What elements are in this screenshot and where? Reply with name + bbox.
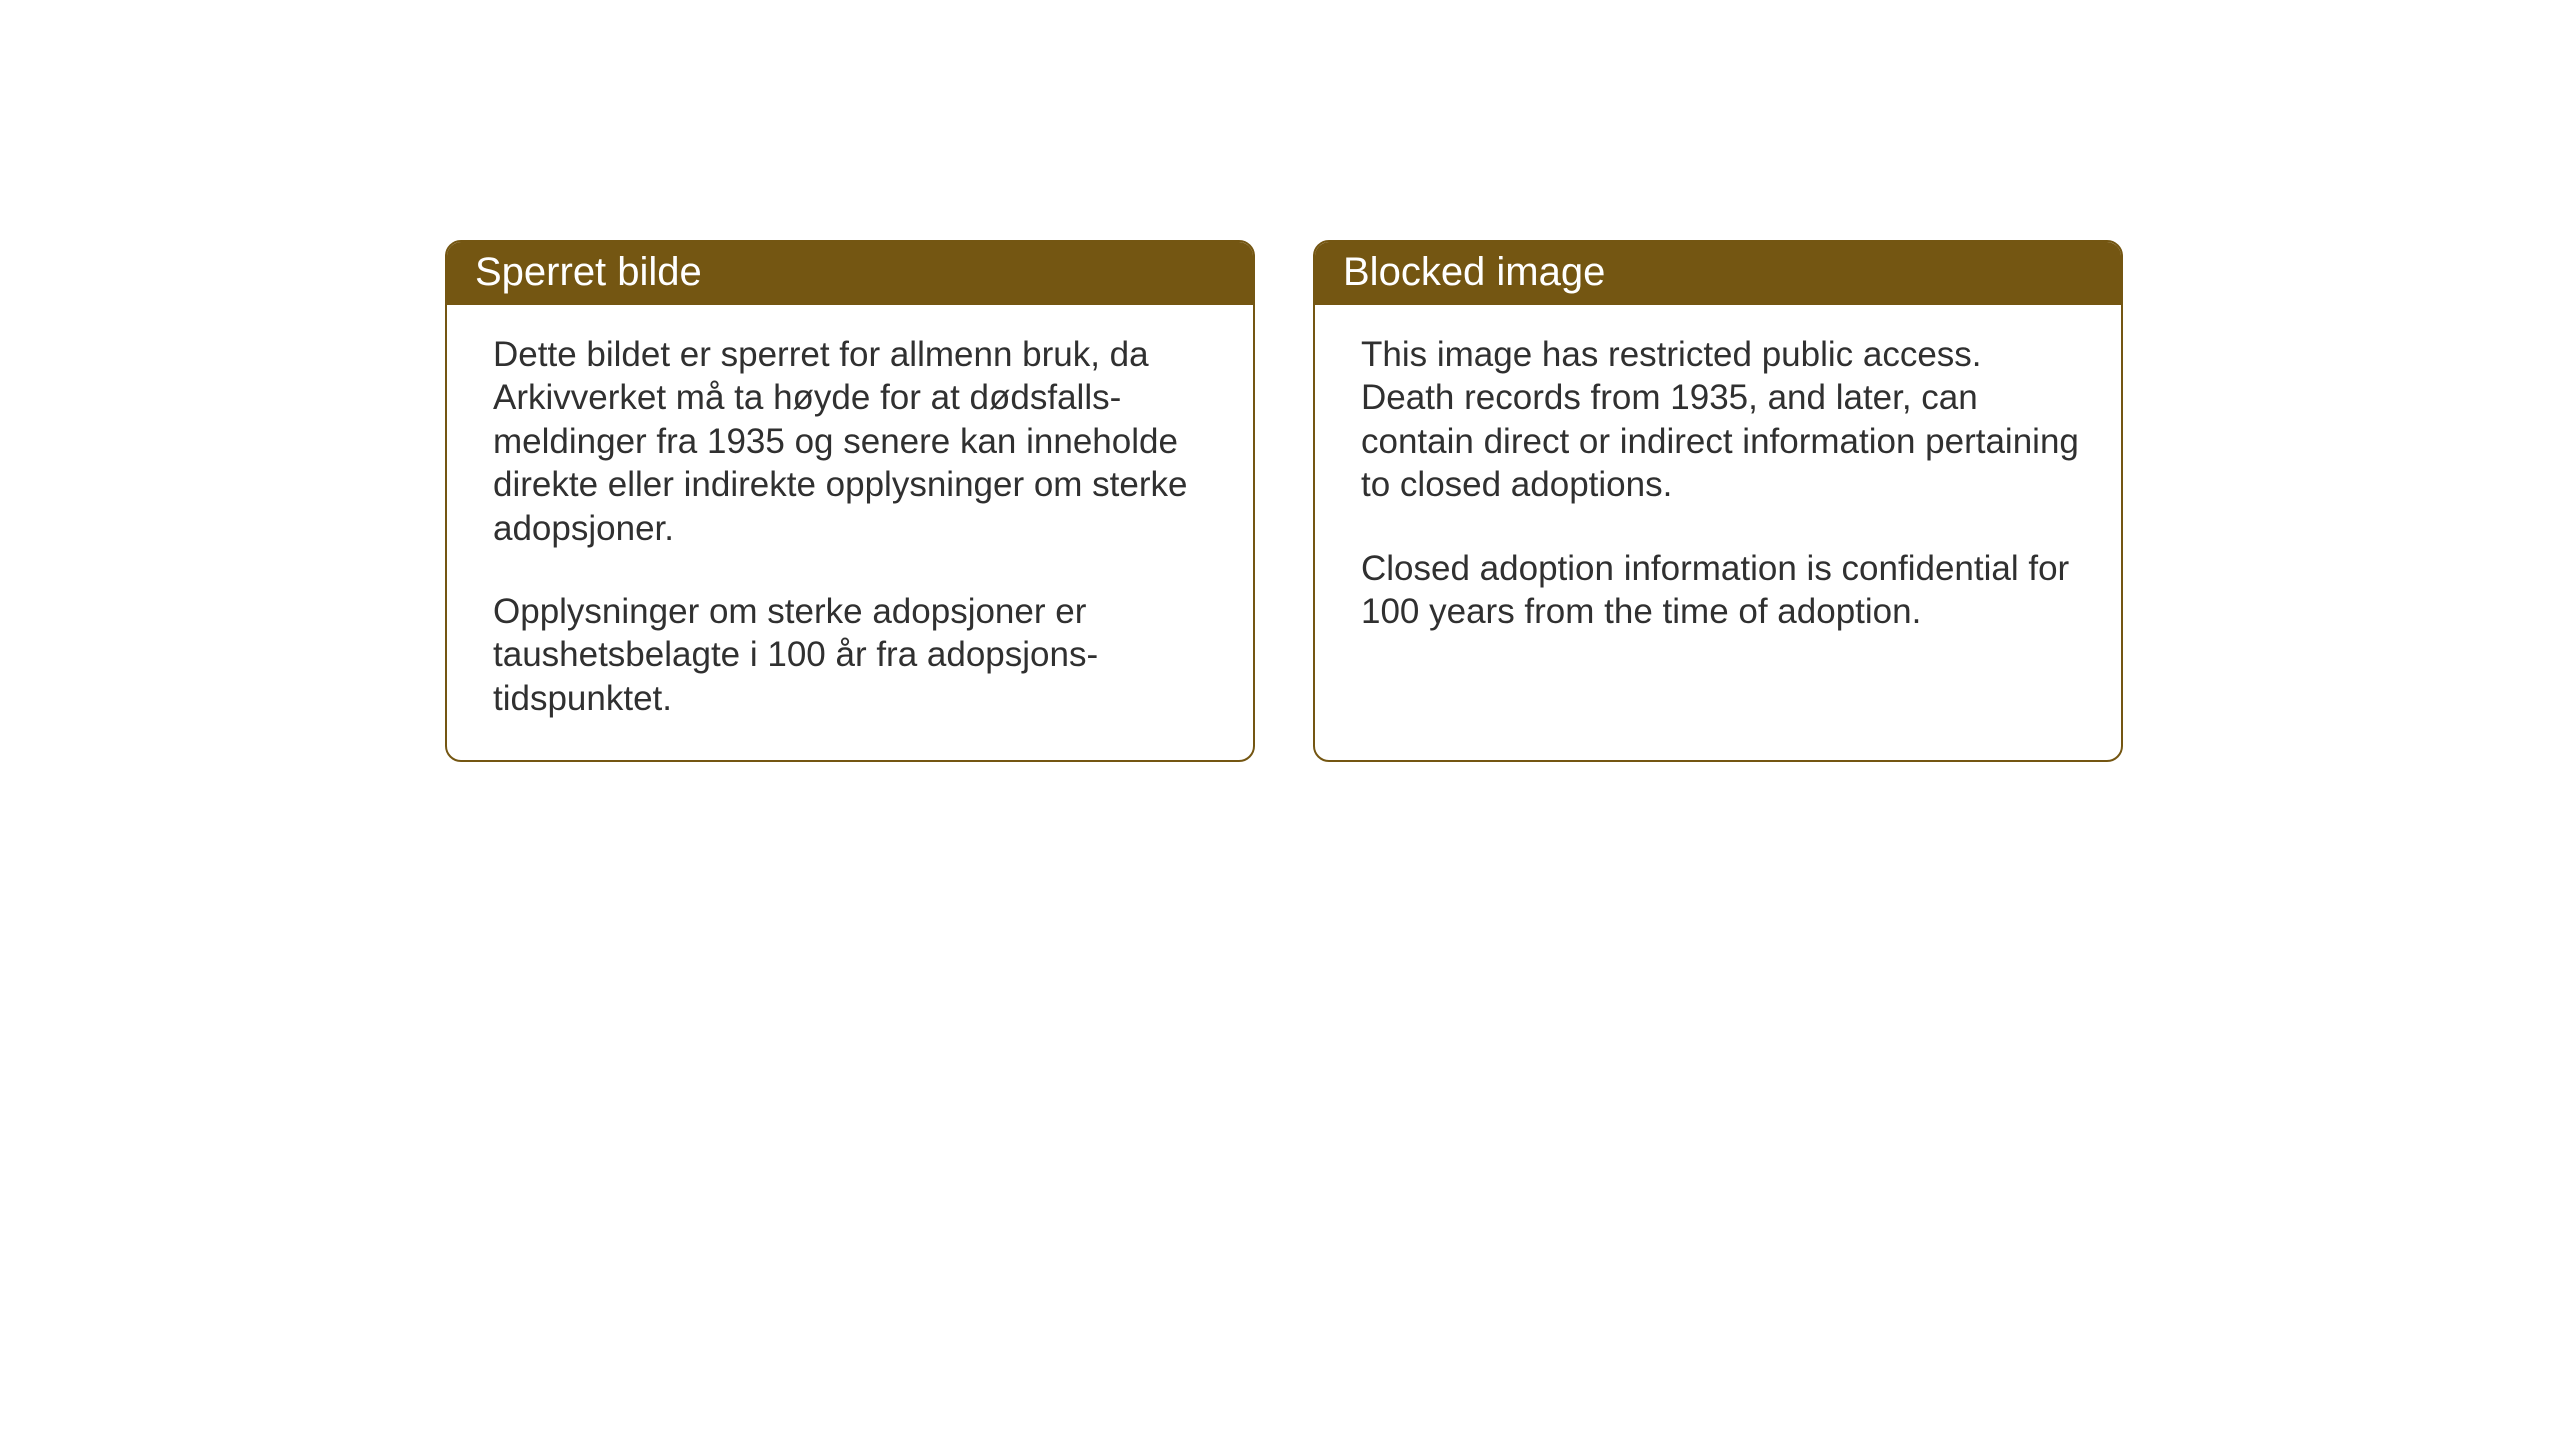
card-body-english: This image has restricted public access.… [1315, 305, 2121, 755]
card-header-english: Blocked image [1315, 242, 2121, 305]
card-paragraph-2-english: Closed adoption information is confident… [1361, 547, 2081, 634]
card-paragraph-1-english: This image has restricted public access.… [1361, 333, 2081, 507]
card-title-norwegian: Sperret bilde [475, 250, 702, 294]
card-paragraph-2-norwegian: Opplysninger om sterke adopsjoner er tau… [493, 590, 1213, 720]
card-header-norwegian: Sperret bilde [447, 242, 1253, 305]
card-paragraph-1-norwegian: Dette bildet er sperret for allmenn bruk… [493, 333, 1213, 550]
cards-container: Sperret bilde Dette bildet er sperret fo… [445, 240, 2123, 762]
card-english: Blocked image This image has restricted … [1313, 240, 2123, 762]
card-title-english: Blocked image [1343, 250, 1605, 294]
card-norwegian: Sperret bilde Dette bildet er sperret fo… [445, 240, 1255, 762]
card-body-norwegian: Dette bildet er sperret for allmenn bruk… [447, 305, 1253, 760]
